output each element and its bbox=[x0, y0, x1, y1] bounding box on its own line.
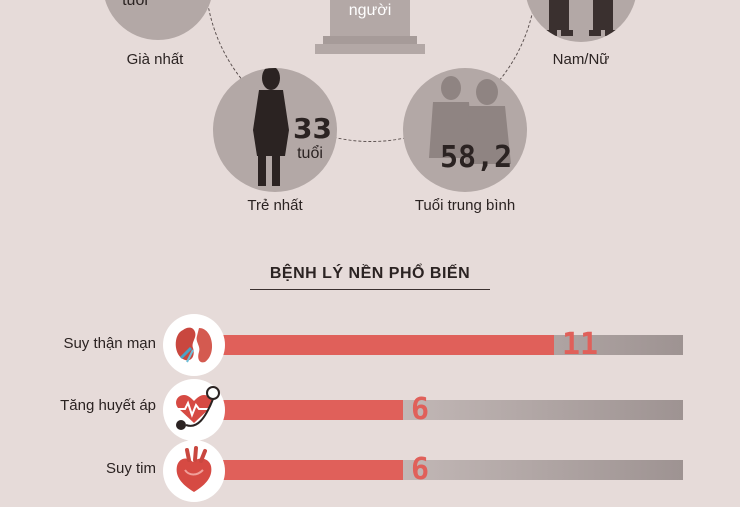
blood-pressure-icon bbox=[176, 386, 220, 430]
condition-value-hypertension: 6 bbox=[411, 392, 430, 427]
condition-label-heart-failure: Suy tim bbox=[105, 460, 156, 477]
gender-circle bbox=[525, 0, 637, 42]
gender-label: Nam/Nữ bbox=[552, 51, 610, 68]
couple-icon bbox=[429, 76, 511, 164]
condition-track-heart-failure: 6 bbox=[222, 452, 683, 487]
youngest-value: 33 bbox=[293, 112, 332, 145]
youngest-label: Trẻ nhất bbox=[247, 197, 303, 214]
kidney-icon-circle bbox=[163, 314, 225, 376]
title-divider bbox=[250, 289, 490, 290]
condition-track-kidney: 11 bbox=[222, 327, 683, 362]
condition-track-hypertension: 6 bbox=[222, 392, 683, 427]
condition-label-kidney: Suy thận mạn bbox=[63, 335, 156, 352]
young-woman-icon bbox=[253, 68, 289, 186]
kidney-icon bbox=[175, 327, 213, 363]
condition-bar bbox=[222, 460, 403, 480]
conditions-title: BỆNH LÝ NỀN PHỔ BIẾN bbox=[269, 265, 471, 282]
average-value: 58,2 bbox=[440, 140, 513, 175]
oldest-unit: tuổi bbox=[122, 0, 148, 9]
tombstone-icon bbox=[315, 0, 425, 54]
condition-bar bbox=[222, 335, 554, 355]
average-circle bbox=[403, 68, 527, 192]
youngest-unit: tuổi bbox=[297, 145, 323, 162]
condition-label-hypertension: Tăng huyết áp bbox=[60, 397, 156, 414]
oldest-circle bbox=[103, 0, 213, 40]
oldest-label: Già nhất bbox=[126, 51, 184, 68]
condition-value-kidney: 11 bbox=[562, 327, 599, 362]
heart-icon-circle bbox=[163, 440, 225, 502]
blood-pressure-icon-circle bbox=[163, 379, 225, 441]
average-label: Tuổi trung bình bbox=[414, 197, 516, 214]
condition-bar bbox=[222, 400, 403, 420]
total-unit: người bbox=[348, 2, 392, 19]
condition-value-heart-failure: 6 bbox=[411, 452, 430, 487]
heart-icon bbox=[176, 446, 212, 492]
youngest-circle bbox=[213, 68, 337, 192]
man-woman-icon bbox=[545, 0, 617, 36]
